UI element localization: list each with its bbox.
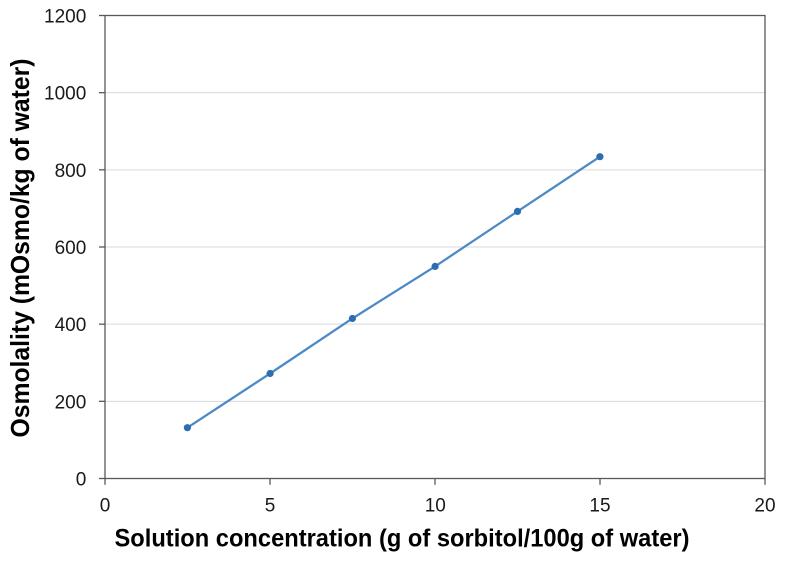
svg-text:0: 0 (100, 496, 111, 517)
svg-text:15: 15 (589, 496, 610, 517)
svg-text:Osmolality (mOsmo/kg of water): Osmolality (mOsmo/kg of water) (5, 59, 35, 438)
svg-text:10: 10 (425, 496, 446, 517)
svg-text:5: 5 (265, 496, 276, 517)
svg-text:1000: 1000 (44, 84, 86, 105)
svg-text:600: 600 (55, 238, 87, 259)
svg-text:20: 20 (754, 496, 775, 517)
svg-text:1200: 1200 (44, 6, 86, 27)
svg-text:800: 800 (55, 161, 87, 182)
svg-text:200: 200 (55, 392, 87, 413)
svg-text:Solution concentration (g of s: Solution concentration (g of sorbitol/10… (115, 525, 690, 553)
svg-text:0: 0 (76, 469, 87, 490)
svg-text:400: 400 (55, 315, 87, 336)
